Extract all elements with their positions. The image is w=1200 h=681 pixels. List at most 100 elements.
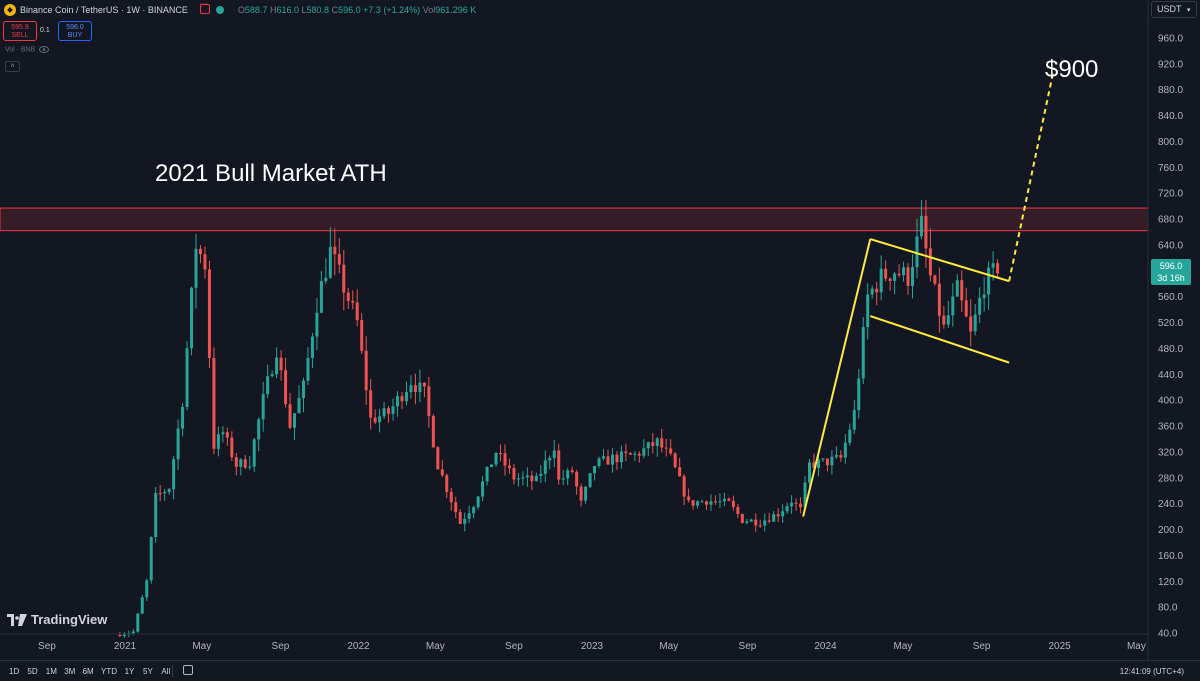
candle-body — [593, 466, 597, 474]
candle-body — [893, 273, 897, 281]
calendar-icon[interactable] — [183, 665, 193, 675]
candle — [418, 369, 422, 402]
candle-body — [248, 466, 252, 468]
candle — [928, 228, 932, 282]
candle-body — [413, 385, 417, 393]
candle — [158, 484, 162, 502]
flag-lower-line[interactable] — [869, 315, 1010, 364]
ath-annotation[interactable]: 2021 Bull Market ATH — [155, 160, 387, 187]
candle-body — [955, 280, 959, 297]
candle — [288, 392, 292, 430]
candle — [512, 463, 516, 485]
candle — [570, 466, 574, 474]
eye-icon[interactable] — [39, 46, 50, 53]
market-status-icon[interactable] — [215, 6, 224, 14]
timeframe-button[interactable]: 1Y — [124, 667, 135, 676]
candle-body — [234, 457, 238, 467]
candle — [763, 513, 767, 532]
sell-button[interactable]: 595.9 SELL — [3, 21, 37, 41]
candle — [933, 274, 937, 286]
candle — [467, 505, 471, 523]
candle — [781, 504, 785, 523]
resistance-zone[interactable] — [0, 207, 1149, 232]
clock[interactable]: 12:41:09 (UTC+4) — [1119, 667, 1184, 676]
candle — [790, 495, 794, 514]
candle — [866, 283, 870, 340]
volume-indicator-legend[interactable]: Vol · BNB — [5, 46, 50, 53]
candle-body — [490, 464, 494, 468]
flagpole-line[interactable] — [802, 238, 872, 517]
candle — [472, 505, 476, 519]
candle — [154, 487, 158, 543]
price-tick-label: 640.0 — [1158, 240, 1183, 251]
time-tick-label: Sep — [38, 641, 56, 652]
candle — [167, 487, 171, 495]
candle-body — [767, 520, 771, 522]
timeframe-button[interactable]: YTD — [101, 667, 117, 676]
candle-body — [602, 456, 606, 459]
time-axis[interactable]: Sep 2021 May Sep 2022 May Sep 2023 May Sep 2024 May… — [38, 641, 1146, 652]
timeframe-button[interactable]: 5Y — [143, 667, 153, 676]
price-tick-label: 760.0 — [1158, 163, 1183, 174]
projection-dashed-line[interactable] — [1008, 68, 1055, 282]
candle — [499, 444, 503, 462]
candle-body — [315, 312, 319, 337]
candle — [960, 270, 964, 313]
candle — [651, 433, 655, 454]
candle — [978, 287, 982, 324]
candle — [740, 513, 744, 524]
candle — [552, 439, 556, 468]
candle — [969, 299, 973, 347]
candle-body — [216, 434, 220, 449]
timeframe-button[interactable]: 1M — [45, 667, 57, 676]
timeframe-button[interactable]: 5D — [27, 667, 38, 676]
candle — [521, 471, 525, 486]
timeframe-button[interactable]: 6M — [82, 667, 94, 676]
currency-selector[interactable]: USDT ▾ — [1151, 1, 1197, 18]
chart-header: Binance Coin / TetherUS · 1W · BINANCE O… — [0, 0, 476, 20]
timeframe-button[interactable]: 1D — [9, 667, 20, 676]
candle — [185, 341, 189, 411]
candle-body — [664, 447, 668, 449]
candle — [870, 285, 874, 299]
candle-body — [181, 407, 185, 429]
candle — [996, 259, 1000, 279]
target-annotation[interactable]: $900 — [1045, 56, 1099, 83]
candle — [749, 518, 753, 522]
candle-body — [843, 442, 847, 458]
price-tick-label: 720.0 — [1158, 189, 1183, 200]
candle-body — [355, 302, 359, 321]
candle — [839, 450, 843, 462]
candle-body — [579, 486, 583, 501]
candle — [172, 456, 176, 500]
candle-body — [225, 432, 229, 438]
collapse-legend-button[interactable]: ˄ — [5, 61, 20, 72]
timeframe-button[interactable]: 3M — [64, 667, 76, 676]
candle-body — [257, 419, 261, 440]
candle — [310, 332, 314, 368]
candle-body — [718, 501, 722, 503]
price-axis[interactable]: 960.0 920.0 880.0 840.0 800.0 760.0 720.0 680.0… — [1158, 33, 1183, 639]
candle — [803, 476, 807, 510]
candle-body — [230, 437, 234, 458]
candle-body — [485, 467, 489, 482]
candle — [145, 578, 149, 602]
candle-body — [848, 429, 852, 443]
candle-body — [682, 476, 686, 497]
candle-body — [346, 292, 350, 302]
tradingview-watermark[interactable]: TradingView — [7, 612, 107, 627]
candle-body — [933, 275, 937, 284]
candle-body — [628, 453, 632, 455]
flag-upper-line[interactable] — [869, 238, 1010, 283]
symbol-title[interactable]: Binance Coin / TetherUS · 1W · BINANCE — [20, 5, 188, 15]
price-tick-label: 960.0 — [1158, 33, 1183, 44]
trendline-drawings[interactable] — [802, 68, 1055, 517]
candle — [830, 450, 834, 475]
candle — [427, 376, 431, 428]
timeframe-button[interactable]: All — [161, 667, 171, 676]
flag-symbol-icon[interactable] — [200, 4, 210, 14]
buy-button[interactable]: 596.0 BUY — [58, 21, 92, 41]
candle-body — [467, 513, 471, 519]
candle-body — [946, 315, 950, 325]
